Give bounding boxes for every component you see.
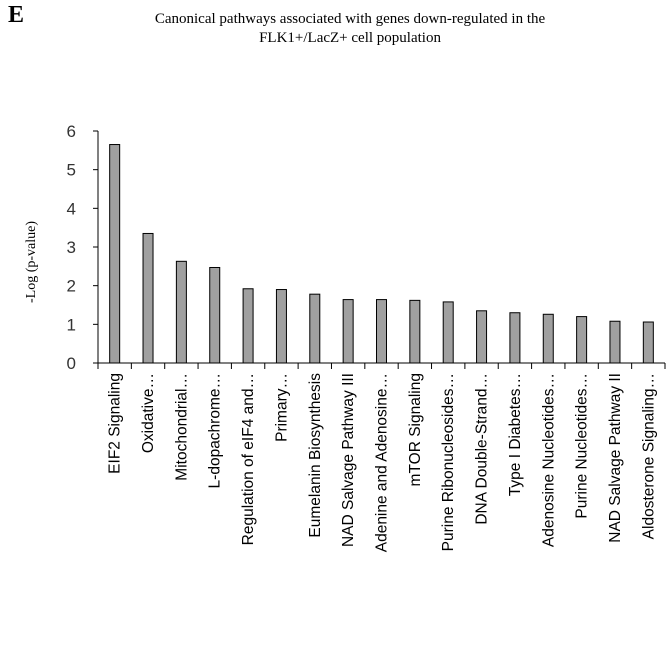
- y-tick-label: 4: [67, 199, 76, 218]
- x-tick-label: Oxidative…: [140, 373, 157, 453]
- x-tick-label: Regulation of eIF4 and…: [240, 373, 257, 545]
- x-tick-label: Primary…: [273, 373, 290, 442]
- chart-title-line-1: Canonical pathways associated with genes…: [154, 11, 546, 27]
- bar: [309, 293, 321, 364]
- bar: [442, 301, 454, 364]
- x-tick-label: Adenosine Nucleotides…: [540, 373, 557, 547]
- bar: [275, 289, 287, 364]
- x-tick-label: Aldosterone Signaling…: [640, 373, 657, 539]
- bar: [209, 266, 221, 364]
- bar: [409, 299, 421, 364]
- x-tick-label: NAD Salvage Pathway II: [607, 373, 624, 543]
- bar: [642, 321, 654, 364]
- y-tick-label: 2: [67, 277, 76, 296]
- bar: [476, 310, 488, 364]
- bar: [242, 288, 254, 364]
- x-tick-label: Type I Diabetes…: [507, 373, 524, 496]
- panel-letter: E: [8, 2, 25, 28]
- y-tick-label: 0: [67, 354, 76, 373]
- x-tick-label: Purine Nucleotides…: [574, 373, 591, 519]
- bar: [109, 144, 121, 364]
- bar: [509, 312, 521, 364]
- y-tick-label: 1: [67, 315, 76, 334]
- x-tick-label: L-dopachrome…: [207, 373, 224, 488]
- x-tick-label: NAD Salvage Pathway III: [340, 373, 357, 547]
- y-axis: 0 1 2 3 4 5 6: [67, 122, 99, 373]
- bar: [542, 313, 554, 364]
- y-axis-label: -Log (p-value): [24, 221, 39, 303]
- bar: [376, 299, 387, 364]
- bar: [175, 260, 187, 364]
- chart-title-line-2: FLK1+/LacZ+ cell population: [259, 30, 441, 46]
- y-tick-label: 6: [67, 122, 76, 141]
- x-tick-label: mTOR Signaling: [407, 373, 424, 486]
- x-tick-label: DNA Double-Strand…: [474, 373, 491, 525]
- x-tick-label: EIF2 Signaling: [107, 373, 124, 474]
- x-tick-label: Purine Ribonucleosides…: [440, 373, 457, 551]
- x-tick-label: Eumelanin Biosynthesis: [307, 373, 324, 538]
- bar: [576, 316, 588, 364]
- y-tick-label: 5: [67, 161, 76, 180]
- bar: [142, 232, 154, 364]
- x-tick-label: Mitochondrial…: [173, 373, 190, 481]
- bars: [109, 144, 654, 364]
- x-axis: EIF2 Signaling Oxidative… Mitochondrial… L-…: [97, 362, 666, 552]
- bar: [609, 320, 621, 364]
- x-tick-label: Adenine and Adenosine…: [374, 373, 391, 552]
- bar: [342, 299, 354, 364]
- y-tick-label: 3: [67, 238, 76, 257]
